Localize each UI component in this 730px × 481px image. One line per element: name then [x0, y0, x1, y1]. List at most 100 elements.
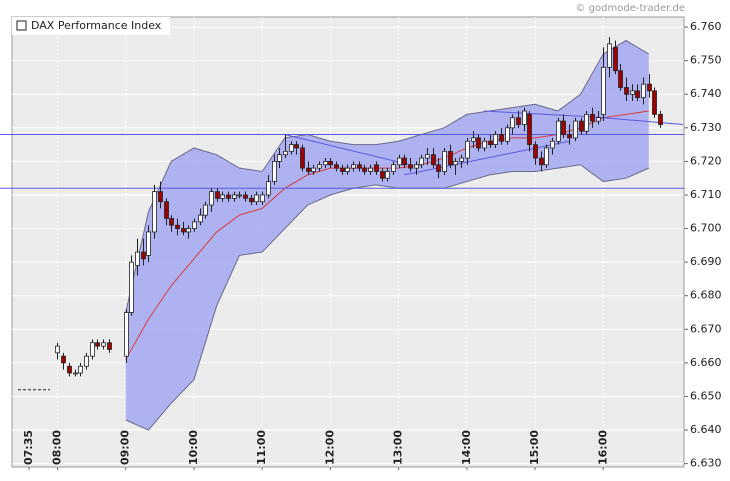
candle-body — [516, 117, 521, 125]
y-tick-label: 6.640 — [690, 423, 722, 436]
candle-body — [374, 164, 379, 172]
candle-body — [533, 144, 538, 159]
candle-body — [402, 157, 407, 166]
candle-body — [510, 117, 515, 129]
candle-body — [67, 365, 72, 374]
candle-body — [84, 355, 89, 367]
candle-body — [573, 120, 578, 139]
candle-body — [368, 167, 373, 172]
candle-body — [601, 66, 606, 115]
candle-body — [618, 70, 623, 88]
x-tick-label: 10:00 — [187, 430, 200, 465]
candle-body — [164, 201, 169, 219]
candle-body — [362, 167, 367, 172]
y-tick-label: 6.660 — [690, 356, 722, 369]
grid — [12, 17, 684, 467]
candle-body — [249, 197, 254, 203]
candle-body — [90, 342, 95, 357]
candle-body — [220, 194, 225, 199]
candle-body — [141, 251, 146, 260]
candle-body — [647, 83, 652, 92]
candle-body — [635, 90, 640, 98]
candle-body — [357, 164, 362, 169]
candle-body — [289, 144, 294, 152]
candle-body — [152, 191, 157, 233]
y-tick-label: 6.750 — [690, 54, 722, 67]
candle-body — [215, 191, 220, 199]
x-tick-label: 14:00 — [460, 430, 473, 465]
candle-body — [630, 90, 635, 95]
candle-body — [408, 164, 413, 169]
x-tick-label: 09:00 — [119, 430, 132, 465]
candle-body — [351, 164, 356, 169]
candle-body — [237, 194, 242, 197]
x-tick-label: 11:00 — [255, 430, 268, 465]
candle-body — [584, 113, 589, 132]
candle-body — [340, 167, 345, 172]
candle-body — [431, 154, 436, 166]
candle-body — [158, 191, 163, 203]
candle-body — [146, 231, 151, 256]
candle-body — [328, 161, 333, 166]
candle-body — [561, 120, 566, 135]
candle-body — [567, 134, 572, 139]
layers — [0, 37, 684, 431]
candle-body — [323, 161, 328, 166]
candle-body — [129, 261, 134, 313]
y-tick-label: 6.710 — [690, 188, 722, 201]
candle-body — [465, 140, 470, 159]
candle-body — [624, 87, 629, 95]
legend-box — [12, 17, 170, 35]
candle-body — [419, 157, 424, 166]
watermark: © godmode-trader.de — [576, 3, 686, 14]
legend-label: DAX Performance Index — [31, 19, 162, 32]
candle-body — [652, 90, 657, 115]
y-tick-label: 6.680 — [690, 289, 722, 302]
x-tick-label: 12:00 — [323, 430, 336, 465]
candle-body — [544, 147, 549, 166]
candle-body — [471, 137, 476, 142]
candle-body — [294, 144, 299, 149]
candle-body — [311, 167, 316, 172]
candle-body — [385, 171, 390, 179]
x-tick-label: 16:00 — [596, 430, 609, 465]
candle-body — [556, 120, 561, 142]
candle-body — [607, 43, 612, 68]
candle-body — [135, 251, 140, 266]
candle-body — [95, 342, 100, 347]
candle-body — [192, 221, 197, 229]
y-tick-label: 6.670 — [690, 322, 722, 335]
trend-line — [603, 117, 683, 125]
candle-body — [380, 171, 385, 179]
candle-body — [124, 312, 129, 357]
candle-body — [414, 164, 419, 169]
candle-body — [453, 161, 458, 166]
candle-body — [277, 154, 282, 162]
candle-body — [78, 365, 83, 374]
band-lower — [125, 164, 649, 431]
candle-body — [499, 134, 504, 142]
candle-body — [579, 120, 584, 132]
x-tick-label: 15:00 — [528, 430, 541, 465]
candle-body — [459, 157, 464, 162]
candle-body — [488, 140, 493, 146]
candle-body — [493, 134, 498, 146]
candle-body — [391, 164, 396, 172]
candle-body — [203, 204, 208, 216]
candle-body — [436, 164, 441, 172]
candle-body — [272, 161, 277, 182]
candle-body — [283, 150, 288, 156]
candle-body — [550, 140, 555, 149]
candle-body — [397, 157, 402, 166]
candle-body — [243, 194, 248, 199]
candle-body — [169, 218, 174, 226]
x-tick-label: 13:00 — [392, 430, 405, 465]
x-tick-label: 08:00 — [50, 430, 63, 465]
candle-body — [254, 194, 259, 203]
candle-body — [590, 113, 595, 122]
candle-body — [527, 113, 532, 146]
candle-body — [73, 372, 78, 375]
y-tick-label: 6.690 — [690, 255, 722, 268]
candle-body — [334, 164, 339, 169]
